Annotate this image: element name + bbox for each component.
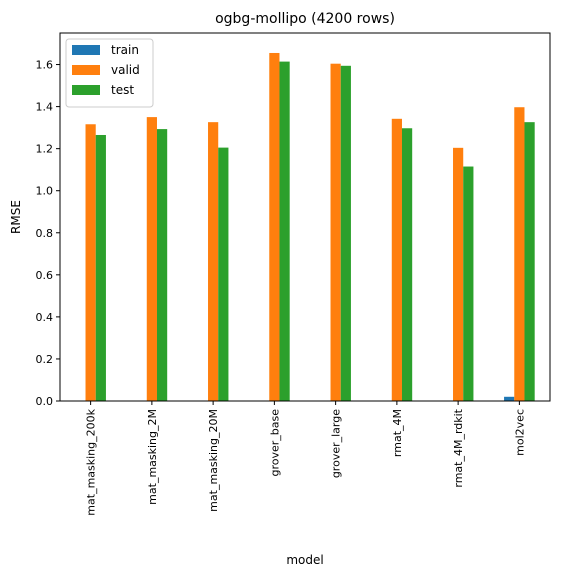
x-tick-label-grover_base: grover_base [268, 409, 281, 477]
chart-title: ogbg-mollipo (4200 rows) [215, 11, 395, 27]
bar-valid-mat_masking_20M [208, 122, 219, 401]
legend-items: train valid test [72, 43, 140, 97]
bar-test-grover_large [340, 65, 351, 402]
bar-valid-mol2vec [514, 107, 525, 401]
bar-test-mat_masking_20M [218, 147, 229, 401]
legend-swatch-valid [72, 65, 100, 75]
bar-test-mat_masking_2M [156, 129, 168, 401]
bar-valid-rmat_4M_rdkit [453, 147, 464, 401]
y-tick-label: 0.2 [36, 353, 54, 366]
x-tick-label-mol2vec: mol2vec [513, 409, 526, 456]
y-tick-label: 0.0 [36, 395, 54, 408]
y-tick-label: 0.6 [36, 269, 54, 282]
x-axis: mat_masking_200k mat_masking_2M mat_maskin… [85, 401, 526, 516]
bar-test-mat_masking_200k [95, 134, 106, 402]
bar-valid-rmat_4M [391, 118, 402, 402]
legend-swatch-train [72, 45, 100, 55]
bar-valid-grover_base [269, 52, 280, 401]
bar-test-mol2vec [524, 122, 535, 401]
y-tick-label: 1.6 [36, 59, 54, 72]
x-tick-label-grover_large: grover_large [330, 409, 343, 478]
bar-test-rmat_4M [401, 128, 413, 401]
x-tick-label-mat_masking_200k: mat_masking_200k [85, 408, 98, 515]
x-axis-label: model [286, 553, 323, 567]
bar-train-mol2vec [504, 396, 515, 401]
y-tick-label: 0.8 [36, 227, 54, 240]
y-tick-label: 1.4 [36, 101, 54, 114]
bars-layer [85, 52, 535, 402]
x-tick-label-rmat_4M_rdkit: rmat_4M_rdkit [452, 408, 465, 487]
legend-swatch-test [72, 85, 100, 95]
y-tick-label: 1.0 [36, 185, 54, 198]
legend-label-test: test [111, 83, 134, 97]
legend-label-valid: valid [111, 63, 140, 77]
y-axis-label: RMSE [9, 200, 23, 234]
bar-valid-mat_masking_200k [85, 124, 96, 401]
bar-test-grover_base [279, 61, 290, 401]
plot-frame [59, 32, 551, 402]
y-axis: 0.0 0.2 0.4 0.6 0.8 1.0 1.2 1.4 1.6 [36, 59, 60, 408]
bar-test-rmat_4M_rdkit [463, 166, 474, 401]
legend-label-train: train [111, 43, 139, 57]
x-tick-label-mat_masking_20M: mat_masking_20M [207, 409, 220, 512]
y-tick-label: 0.4 [36, 311, 54, 324]
bar-valid-mat_masking_2M [146, 117, 157, 402]
legend: train valid test [65, 38, 154, 108]
x-tick-label-rmat_4M: rmat_4M [391, 409, 404, 457]
y-tick-label: 1.2 [36, 143, 54, 156]
bar-valid-grover_large [330, 63, 341, 401]
x-tick-label-mat_masking_2M: mat_masking_2M [146, 409, 159, 505]
